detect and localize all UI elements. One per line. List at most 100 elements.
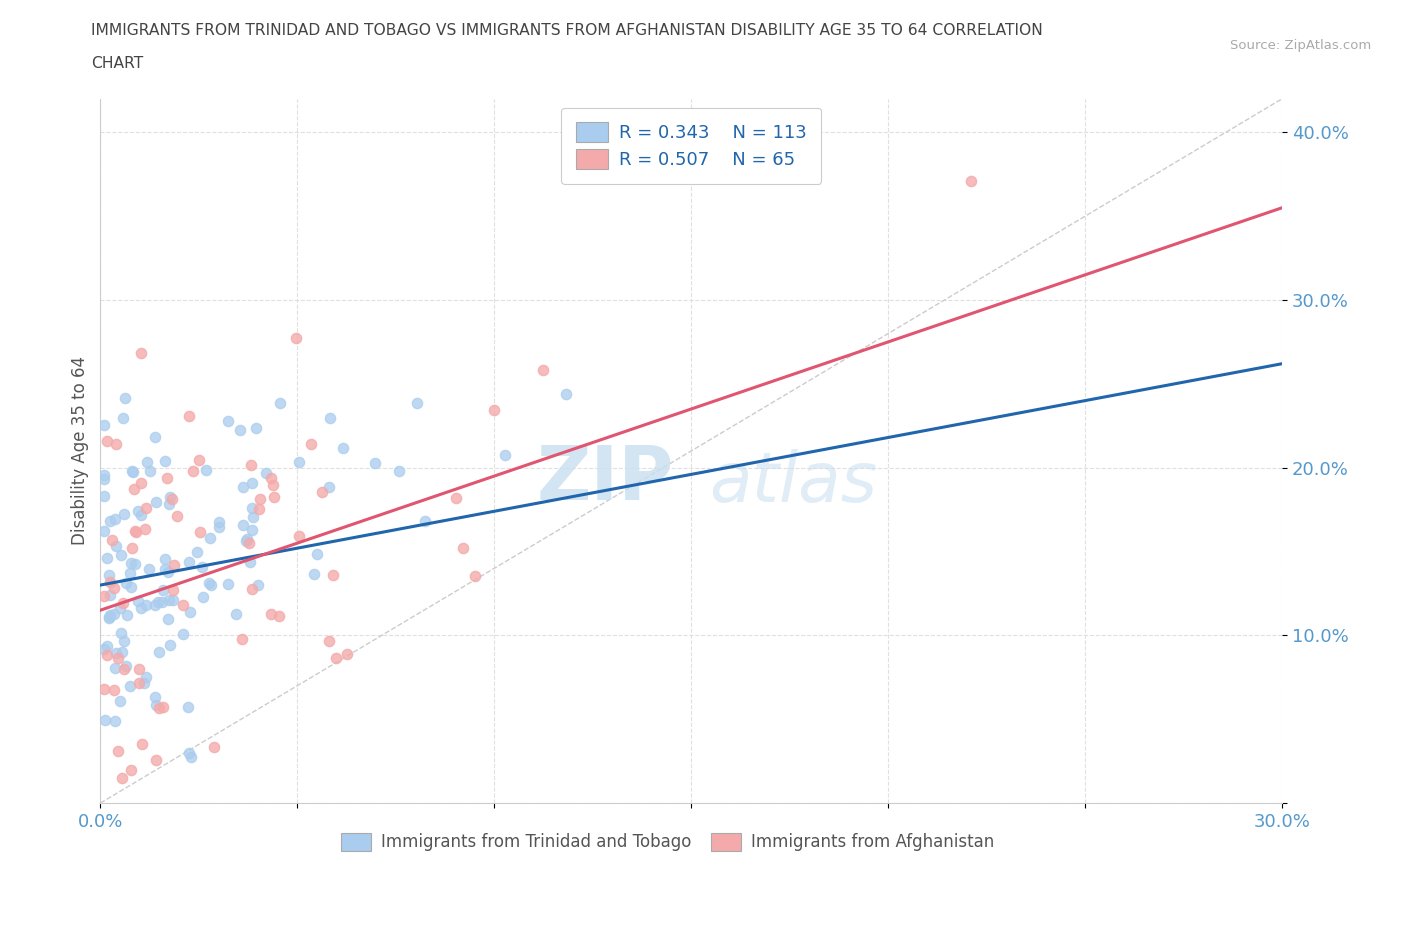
Point [107, 744, 129, 759]
Point [121, 540, 143, 555]
Point [159, 593, 181, 608]
Point [131, 346, 153, 361]
Point [217, 577, 239, 591]
Point [180, 750, 202, 764]
Point [135, 597, 157, 612]
Point [260, 471, 283, 485]
Point [200, 531, 222, 546]
Point [464, 568, 486, 583]
Point [186, 545, 208, 560]
Point [318, 633, 340, 648]
Point [494, 447, 516, 462]
Point [101, 533, 124, 548]
Point [388, 463, 411, 478]
Point [132, 675, 155, 690]
Point [96, 647, 118, 662]
Point [446, 490, 468, 505]
Point [104, 538, 127, 553]
Point [163, 558, 186, 573]
Point [157, 565, 180, 579]
Point [135, 670, 157, 684]
Point [96, 551, 118, 565]
Point [311, 485, 333, 499]
Point [127, 593, 149, 608]
Point [299, 436, 322, 451]
Point [135, 455, 157, 470]
Point [284, 330, 307, 345]
Point [115, 608, 138, 623]
Point [120, 579, 142, 594]
Point [128, 676, 150, 691]
Point [239, 458, 262, 472]
Point [307, 547, 329, 562]
Point [104, 660, 127, 675]
Point [179, 409, 201, 424]
Point [156, 471, 179, 485]
Point [166, 509, 188, 524]
Point [152, 699, 174, 714]
Point [98, 568, 121, 583]
Point [112, 411, 135, 426]
Point [93, 524, 115, 538]
Point [107, 651, 129, 666]
Point [153, 454, 176, 469]
Point [112, 596, 135, 611]
Point [335, 646, 357, 661]
Point [159, 638, 181, 653]
Point [145, 752, 167, 767]
Point [555, 387, 578, 402]
Point [246, 578, 269, 592]
Point [202, 739, 225, 754]
Point [531, 363, 554, 378]
Point [93, 488, 115, 503]
Point [157, 497, 180, 512]
Point [98, 513, 121, 528]
Point [93, 642, 115, 657]
Point [364, 455, 387, 470]
Point [451, 540, 474, 555]
Point [98, 588, 121, 603]
Point [93, 472, 115, 486]
Point [160, 492, 183, 507]
Point [127, 503, 149, 518]
Point [269, 396, 291, 411]
Point [112, 506, 135, 521]
Point [148, 700, 170, 715]
Point [287, 454, 309, 469]
Point [98, 608, 121, 623]
Point [121, 465, 143, 480]
Point [242, 510, 264, 525]
Point [153, 562, 176, 577]
Point [131, 601, 153, 616]
Point [191, 590, 214, 604]
Point [128, 661, 150, 676]
Point [322, 567, 344, 582]
Point [93, 468, 115, 483]
Legend: Immigrants from Trinidad and Tobago, Immigrants from Afghanistan: Immigrants from Trinidad and Tobago, Imm… [335, 826, 1001, 858]
Point [172, 627, 194, 642]
Point [145, 698, 167, 712]
Point [262, 477, 284, 492]
Point [235, 534, 257, 549]
Point [177, 554, 200, 569]
Point [145, 494, 167, 509]
Point [104, 437, 127, 452]
Point [96, 434, 118, 449]
Point [232, 517, 254, 532]
Point [98, 575, 121, 590]
Point [191, 559, 214, 574]
Point [482, 403, 505, 418]
Point [208, 520, 231, 535]
Point [103, 607, 125, 622]
Point [97, 610, 120, 625]
Point [112, 661, 135, 676]
Point [135, 500, 157, 515]
Point [131, 737, 153, 751]
Point [105, 645, 128, 660]
Point [110, 548, 132, 563]
Point [188, 453, 211, 468]
Point [103, 581, 125, 596]
Point [325, 650, 347, 665]
Point [93, 712, 115, 727]
Point [111, 644, 134, 659]
